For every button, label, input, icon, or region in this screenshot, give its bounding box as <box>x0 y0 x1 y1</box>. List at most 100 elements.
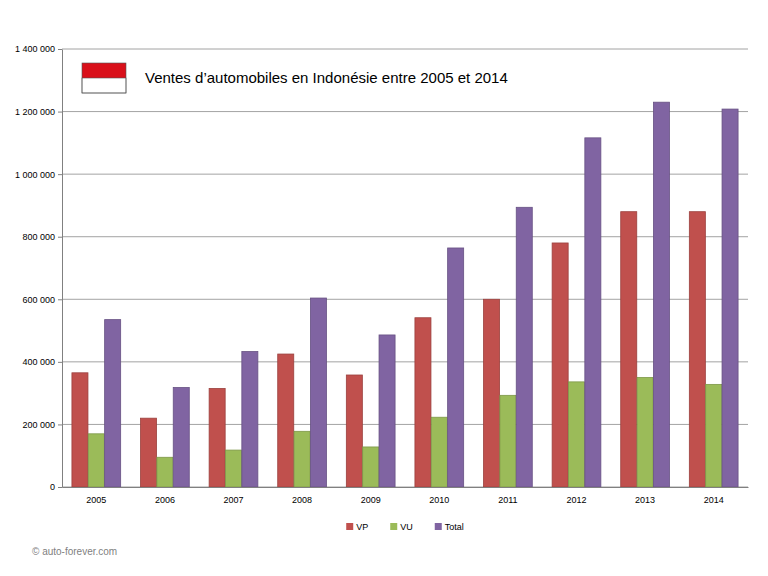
y-tick-mark <box>58 487 62 488</box>
series-0 <box>72 212 705 487</box>
bar <box>88 434 104 487</box>
bar <box>157 457 173 487</box>
bar <box>431 417 447 487</box>
bar <box>379 335 395 487</box>
legend: VP VU Total <box>346 522 464 532</box>
x-tick: 2014 <box>704 495 724 505</box>
bar <box>173 388 189 487</box>
x-tick-label: 2007 <box>223 495 243 505</box>
x-tick: 2010 <box>429 495 449 505</box>
y-tick-mark <box>58 112 62 113</box>
bar <box>72 373 88 487</box>
x-tick-label: 2010 <box>429 495 449 505</box>
x-tick-label: 2008 <box>292 495 312 505</box>
legend-swatch <box>435 523 442 530</box>
flag-white <box>82 78 126 93</box>
legend-swatch <box>346 523 353 530</box>
bar <box>585 138 601 487</box>
y-tick: 1 200 000 <box>15 107 62 117</box>
y-tick-label: 1 400 000 <box>15 44 55 54</box>
bar <box>568 382 584 487</box>
y-tick-mark <box>58 424 62 425</box>
y-tick: 400 000 <box>22 357 62 367</box>
y-tick: 1 400 000 <box>15 44 62 54</box>
bar <box>516 207 532 487</box>
bar <box>637 378 653 488</box>
legend-label: Total <box>445 522 464 532</box>
series-2 <box>105 102 738 487</box>
bar <box>363 447 379 487</box>
y-axis-line <box>62 50 63 488</box>
x-tick: 2006 <box>155 495 175 505</box>
bar <box>689 212 705 487</box>
bar <box>552 243 568 487</box>
grid-line <box>62 361 748 362</box>
x-tick-label: 2009 <box>361 495 381 505</box>
x-tick-label: 2011 <box>498 495 517 505</box>
y-tick-mark <box>58 174 62 175</box>
x-tick-label: 2014 <box>704 495 724 505</box>
bar <box>621 212 637 487</box>
grid-line <box>62 299 748 300</box>
x-tick-label: 2013 <box>635 495 655 505</box>
y-tick-label: 1 200 000 <box>15 107 55 117</box>
y-tick-label: 200 000 <box>22 420 55 430</box>
bar <box>346 375 362 487</box>
y-tick-mark <box>58 362 62 363</box>
grid-line <box>62 174 748 175</box>
y-tick-mark <box>58 237 62 238</box>
legend-item: VP <box>346 522 368 532</box>
bar <box>209 388 225 487</box>
y-axis: 0 200 000 400 000 600 000 800 000 1 000 000 1 … <box>15 44 63 492</box>
y-tick: 0 <box>50 482 62 492</box>
x-tick: 2007 <box>223 495 243 505</box>
title-background <box>78 58 538 98</box>
grid-line <box>62 49 748 50</box>
y-tick-label: 800 000 <box>22 232 55 242</box>
title-box: Ventes d’automobiles en Indonésie entre … <box>78 58 538 98</box>
legend-item: VU <box>390 522 413 532</box>
x-tick: 2011 <box>498 495 517 505</box>
y-tick-label: 0 <box>50 482 55 492</box>
grid-line <box>62 111 748 112</box>
bar <box>294 431 310 487</box>
bar <box>310 298 326 487</box>
legend-swatch <box>390 523 397 530</box>
legend-label: VP <box>356 522 368 532</box>
x-tick: 2012 <box>566 495 586 505</box>
y-tick: 200 000 <box>22 420 62 430</box>
bar <box>105 320 121 487</box>
y-tick: 600 000 <box>22 295 62 305</box>
flag-frame <box>82 63 126 93</box>
bar <box>722 109 738 487</box>
legend-label: VU <box>400 522 413 532</box>
bar <box>706 384 722 487</box>
bar <box>484 299 500 487</box>
x-tick: 2009 <box>361 495 381 505</box>
x-tick: 2008 <box>292 495 312 505</box>
x-tick: 2013 <box>635 495 655 505</box>
y-tick: 800 000 <box>22 232 62 242</box>
source: © auto-forever.com <box>32 546 117 557</box>
bar <box>448 248 464 487</box>
x-tick: 2005 <box>86 495 106 505</box>
series-1 <box>88 378 721 488</box>
x-axis-line <box>63 487 749 488</box>
y-tick-label: 600 000 <box>22 295 55 305</box>
bar <box>653 102 669 487</box>
bars <box>72 102 738 487</box>
y-tick-mark <box>58 49 62 50</box>
chart-title: Ventes d’automobiles en Indonésie entre … <box>145 69 508 86</box>
y-tick: 1 000 000 <box>15 170 62 180</box>
bar <box>278 354 294 487</box>
bar <box>242 352 258 487</box>
grid-line <box>62 236 748 237</box>
x-tick-label: 2012 <box>566 495 586 505</box>
bar <box>141 418 157 487</box>
y-tick-label: 400 000 <box>22 357 55 367</box>
bar <box>225 450 241 487</box>
chart: 0 200 000 400 000 600 000 800 000 1 000 000 1 … <box>0 0 768 576</box>
y-tick-mark <box>58 299 62 300</box>
y-tick-label: 1 000 000 <box>15 170 55 180</box>
flag-red <box>82 63 126 78</box>
